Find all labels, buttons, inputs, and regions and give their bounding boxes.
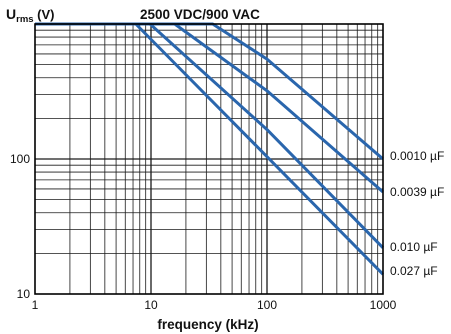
x-tick-label: 100 (257, 298, 277, 312)
series-line (35, 22, 384, 194)
series-label: 0.010 µF (390, 240, 438, 254)
grid (35, 24, 383, 294)
series-line (35, 22, 385, 276)
x-tick-label: 1000 (370, 298, 397, 312)
series-label: 0.0039 µF (390, 185, 444, 199)
series-lines (35, 22, 385, 276)
series-label: 0.0010 µF (390, 149, 444, 163)
x-tick-label: 10 (144, 298, 158, 312)
y-axis-label: Urms (V) (6, 6, 55, 25)
series-label: 0.027 µF (390, 264, 438, 278)
x-axis-label: frequency (kHz) (157, 317, 258, 332)
y-tick-labels: 10 100 (10, 152, 30, 301)
x-tick-labels: 1 10 100 1000 (32, 298, 397, 312)
series-line (35, 22, 384, 161)
plot-frame (34, 23, 384, 295)
series-labels: 0.0010 µF 0.0039 µF 0.010 µF 0.027 µF (390, 149, 444, 278)
series-line (35, 22, 385, 249)
chart-title: 2500 VDC/900 VAC (140, 7, 260, 22)
y-tick-label: 100 (10, 152, 30, 166)
x-tick-label: 1 (32, 298, 39, 312)
y-tick-label: 10 (17, 287, 31, 301)
